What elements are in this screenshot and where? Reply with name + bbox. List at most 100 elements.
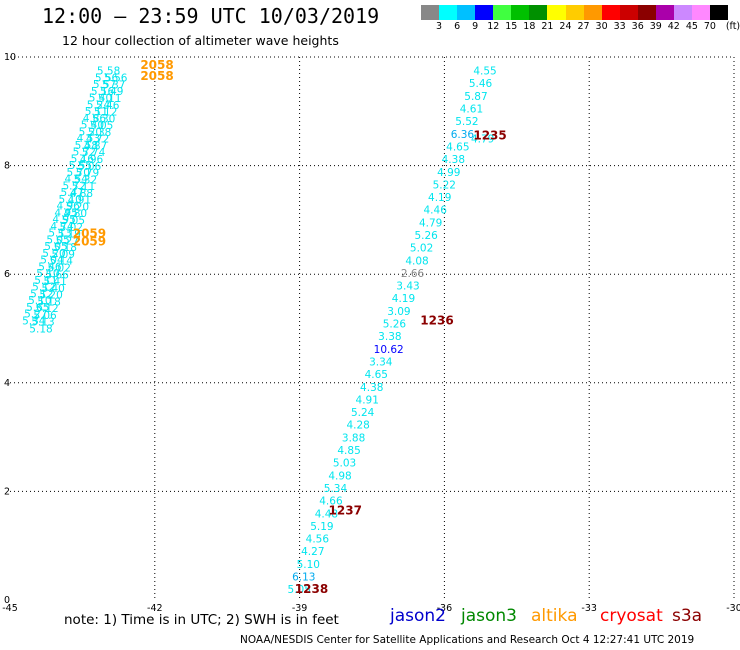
- wave-height-value: 3.43: [396, 281, 419, 293]
- color-scale-label: 12: [487, 21, 500, 32]
- color-swatch: [493, 5, 512, 20]
- wave-height-value: 5.10: [28, 295, 51, 307]
- wave-height-value: 6.13: [292, 571, 315, 583]
- wave-height-value: 5.37: [102, 79, 125, 91]
- wave-height-value: 5.16: [91, 86, 115, 98]
- color-swatch: [637, 5, 656, 20]
- wave-height-value: 5.26: [383, 319, 407, 331]
- wave-height-value: 5.47: [60, 187, 83, 199]
- color-swatch: [421, 5, 440, 20]
- wave-height-value: 5.40: [41, 283, 64, 295]
- wave-height-value: 5.52: [455, 116, 478, 128]
- wave-height-value: 4.91: [68, 195, 91, 207]
- color-swatch: [565, 5, 584, 20]
- wave-height-value: 5.12: [94, 107, 117, 119]
- wave-height-value: 5.10: [36, 268, 59, 280]
- wave-height-value: 5.02: [410, 243, 433, 255]
- wave-height-value: 5.30: [92, 113, 115, 125]
- wave-height-value: 5.40: [81, 120, 104, 132]
- wave-height-value: 5.12: [35, 303, 58, 315]
- wave-height-value: 5.27: [24, 309, 47, 321]
- wave-height-value: 4.85: [337, 445, 360, 457]
- wave-height-value: 5.55: [69, 160, 92, 172]
- latitude-tick-label: 0: [4, 595, 10, 606]
- color-swatch: [673, 5, 692, 20]
- map-axes: -45 -42 -39 -36 -33 -30 0 2 4 6 8 10: [2, 52, 740, 614]
- wave-height-value: 4.19: [428, 192, 451, 204]
- color-swatch: [619, 5, 638, 20]
- wave-height-value: 5.32: [74, 174, 97, 186]
- latitude-tick-label: 8: [4, 161, 10, 172]
- wave-height-value: 5.20: [42, 248, 65, 260]
- wave-height-value: 5.24: [351, 407, 375, 419]
- wave-height-value: 5.20: [39, 290, 62, 302]
- color-swatch: [439, 5, 458, 20]
- wave-height-value: 4.48: [315, 508, 338, 520]
- wave-height-value: 5.05: [62, 215, 85, 227]
- wave-height-value: 5.02: [48, 262, 71, 274]
- wave-height-value: 5.19: [310, 521, 333, 533]
- color-swatch: [457, 5, 476, 20]
- map-grid: [10, 56, 735, 600]
- wave-height-value: 4.80: [64, 208, 87, 220]
- pass-time-label: 1235: [473, 129, 506, 143]
- pass-time-label: 2058: [140, 58, 173, 72]
- pass-time-label: 2058: [140, 69, 173, 83]
- wave-height-value: 5.12: [30, 288, 53, 300]
- wave-height-value: 4.54: [65, 174, 89, 186]
- wave-height-value: 5.12: [32, 282, 55, 294]
- wave-height-value: 5.41: [43, 276, 66, 288]
- wave-height-value: 5.34: [324, 483, 348, 495]
- color-swatch: [710, 5, 729, 20]
- color-scale-label: 42: [667, 21, 680, 32]
- longitude-tick-label: -30: [726, 603, 740, 614]
- wave-height-value: 5.18: [54, 242, 77, 254]
- wave-height-value: 5.16: [71, 153, 95, 165]
- wave-height-value: 5.24: [87, 99, 111, 111]
- mission-legend-jason3: jason3: [461, 606, 517, 626]
- page-subtitle: 12 hour collection of altimeter wave hei…: [62, 33, 339, 48]
- color-scale-label: 70: [703, 21, 716, 32]
- mission-legend-s3a: s3a: [672, 606, 703, 626]
- wave-height-value: 5.02: [60, 222, 83, 234]
- color-swatch: [529, 5, 548, 20]
- wave-height-value: 5.11: [85, 106, 108, 118]
- wave-height-value: 5.05: [44, 241, 67, 253]
- wave-height-value: 4.65: [446, 141, 469, 153]
- wave-height-value: 4.96: [56, 201, 80, 213]
- wave-height-value: 5.05: [288, 584, 311, 596]
- wave-height-value: 5.10: [297, 559, 320, 571]
- latitude-tick-label: 4: [4, 378, 10, 389]
- color-scale-label: 18: [523, 21, 536, 32]
- wave-height-value: 5.46: [469, 78, 493, 90]
- color-swatch: [547, 5, 566, 20]
- wave-height-value: 4.95: [52, 214, 75, 226]
- wave-height-value: 4.61: [460, 104, 483, 116]
- wave-height-value: 4.55: [473, 66, 496, 78]
- wave-height-value: 4.53: [77, 133, 100, 145]
- color-swatch: [583, 5, 602, 20]
- wave-height-value: 5.87: [464, 91, 487, 103]
- wave-height-value: 5.06: [78, 161, 102, 173]
- wave-height-value: 4.28: [346, 420, 369, 432]
- wave-height-value: 5.05: [46, 234, 69, 246]
- credit-line: NOAA/NESDIS Center for Satellite Applica…: [240, 634, 695, 646]
- satellite-track-cryosat: 5.585.565.575.165.405.245.114.865.405.20…: [22, 66, 120, 328]
- color-scale-label: 39: [649, 21, 662, 32]
- wave-height-value: 4.72: [86, 134, 109, 146]
- wave-height-value: 5.40: [89, 93, 112, 105]
- wave-height-value: 5.34: [22, 315, 46, 327]
- longitude-tick-label: -45: [2, 603, 18, 614]
- satellite-track-s3a: 4.79: [471, 133, 494, 145]
- wave-height-value: 5.04: [40, 255, 64, 267]
- color-scale-label: 36: [631, 21, 644, 32]
- wave-height-value: 5.46: [38, 261, 62, 273]
- wave-height-value: 5.10: [58, 194, 81, 206]
- longitude-tick-label: -36: [437, 603, 453, 614]
- wave-height-value: 6.36: [451, 129, 475, 141]
- wave-height-value: 3.88: [342, 432, 365, 444]
- wave-height-value: 5.22: [433, 179, 456, 191]
- color-scale-unit: (ft): [725, 21, 740, 32]
